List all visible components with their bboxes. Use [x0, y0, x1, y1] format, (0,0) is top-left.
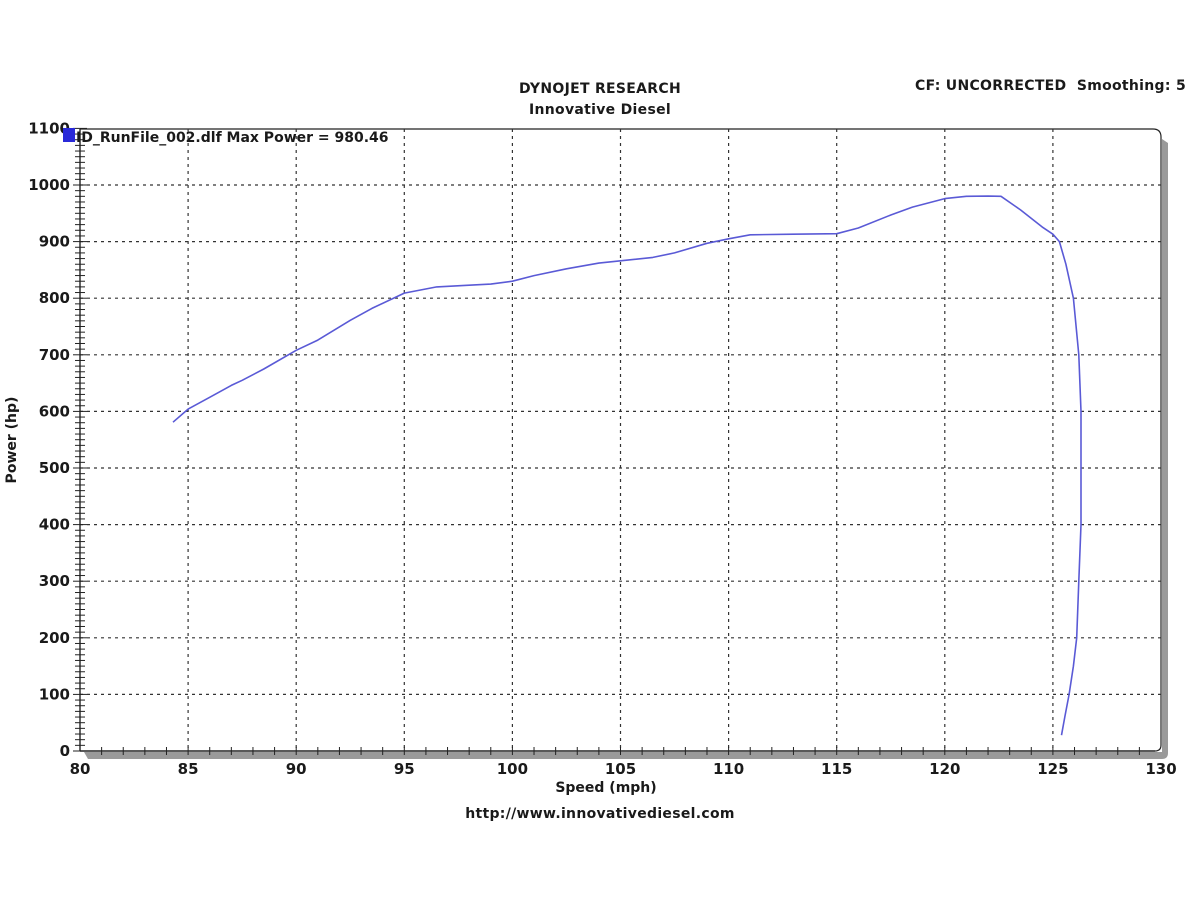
axes — [79, 129, 1155, 752]
y-tick-label: 900 — [39, 233, 70, 251]
y-tick-label: 600 — [39, 402, 70, 420]
y-tick-label: 800 — [39, 289, 70, 307]
shadow-shape — [84, 139, 1168, 759]
x-tick-label: 130 — [1145, 760, 1176, 778]
y-tick-label: 1000 — [28, 176, 70, 194]
y-tick-label: 400 — [39, 516, 70, 534]
y-tick-label: 500 — [39, 459, 70, 477]
x-axis-title: Speed (mph) — [555, 780, 656, 796]
x-axis-ticks — [101, 747, 1140, 755]
y-tick-label: 700 — [39, 346, 70, 364]
y-axis-ticks — [73, 127, 87, 752]
x-tick-label: 80 — [70, 760, 91, 778]
chart-title: DYNOJET RESEARCH — [519, 81, 681, 97]
legend-marker-icon — [63, 128, 75, 142]
x-tick-label: 90 — [286, 760, 307, 778]
footer-url: http://www.innovativediesel.com — [465, 806, 735, 822]
x-tick-label: 125 — [1037, 760, 1068, 778]
x-axis-tick-labels: 80 85 90 95 100 105 110 115 120 125 130 — [70, 760, 1177, 778]
gridlines — [80, 129, 1161, 751]
y-tick-label: 100 — [39, 685, 70, 703]
plot-frame-shadow — [84, 139, 1168, 759]
x-tick-label: 95 — [394, 760, 415, 778]
power-curve — [172, 195, 1082, 736]
y-tick-label: 200 — [39, 629, 70, 647]
x-tick-label: 100 — [497, 760, 528, 778]
x-tick-label: 105 — [605, 760, 636, 778]
y-axis-tick-labels: 0 100 200 300 400 500 600 700 800 900 1000 1100 — [28, 119, 70, 760]
correction-smoothing-label: CF: UNCORRECTED Smoothing: 5 — [915, 78, 1186, 94]
chart-subtitle: Innovative Diesel — [529, 102, 671, 118]
x-tick-label: 115 — [821, 760, 852, 778]
plot-frame — [80, 128, 1162, 752]
y-tick-label: 300 — [39, 572, 70, 590]
y-tick-label: 0 — [60, 742, 70, 760]
y-axis-title: Power (hp) — [4, 397, 20, 484]
y-tick-label: 1100 — [28, 119, 70, 137]
x-tick-label: 110 — [713, 760, 744, 778]
x-tick-label: 120 — [929, 760, 960, 778]
legend-label: ID_RunFile_002.dlf Max Power = 980.46 — [76, 130, 389, 146]
x-tick-label: 85 — [178, 760, 199, 778]
frame-border — [80, 128, 1162, 752]
